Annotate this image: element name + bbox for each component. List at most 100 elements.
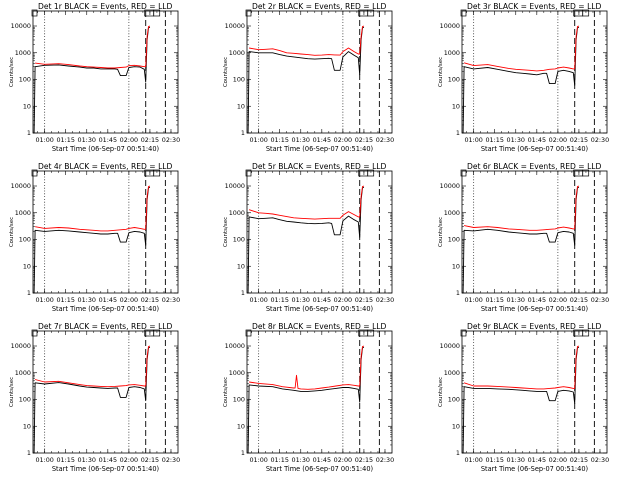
x-tick-label: 01:15 (485, 296, 503, 304)
x-tick-label: 01:15 (485, 456, 503, 464)
chart-title: Det 1r BLACK = Events, RED = LLD (38, 2, 173, 11)
series-line-red (249, 345, 365, 390)
x-tick-label: 02:30 (591, 296, 609, 304)
series-line-black (247, 186, 365, 294)
y-tick-label: 1 (27, 449, 31, 457)
x-tick-label: 01:00 (464, 136, 482, 144)
x-axis-label: Start Time (06-Sep-07 00:51:40) (481, 465, 588, 473)
x-tick-label: 02:15 (141, 456, 159, 464)
y-tick-label: 1000 (444, 209, 460, 217)
x-axis-label: Start Time (06-Sep-07 00:51:40) (52, 305, 159, 313)
y-axis-label: Counts/sec (9, 217, 15, 247)
y-tick-label: 1000 (229, 209, 245, 217)
chart-title: Det 4r BLACK = Events, RED = LLD (38, 162, 173, 171)
time-box-marker (153, 169, 161, 177)
x-axis-label: Start Time (06-Sep-07 00:51:40) (481, 145, 588, 153)
x-axis-label: Start Time (06-Sep-07 00:51:40) (266, 465, 373, 473)
x-tick-label: 02:15 (355, 456, 373, 464)
x-tick-label: 01:00 (249, 296, 267, 304)
y-tick-label: 10 (23, 262, 31, 270)
y-tick-label: 100 (19, 236, 31, 244)
x-tick-label: 01:15 (56, 136, 74, 144)
y-tick-label: 1 (241, 289, 245, 297)
y-tick-label: 1000 (15, 49, 31, 57)
series-line-black (247, 26, 365, 134)
x-axis-label: Start Time (06-Sep-07 00:51:40) (52, 145, 159, 153)
x-tick-label: 01:45 (528, 136, 546, 144)
plot-frame (32, 10, 179, 134)
chart-title: Det 6r BLACK = Events, RED = LLD (467, 162, 602, 171)
y-tick-label: 10000 (11, 182, 31, 190)
x-tick-label: 01:15 (270, 456, 288, 464)
y-tick-label: 10000 (11, 22, 31, 30)
y-tick-label: 100 (233, 236, 245, 244)
start-box-marker (245, 329, 252, 337)
x-tick-label: 02:30 (376, 456, 394, 464)
series-line-red (249, 25, 365, 56)
series-line-black (33, 26, 151, 134)
series-line-black (247, 346, 365, 454)
y-tick-label: 1000 (444, 49, 460, 57)
series-line-red (248, 185, 365, 220)
plot-frame (461, 170, 608, 294)
x-axis-label: Start Time (06-Sep-07 00:51:40) (481, 305, 588, 313)
x-tick-label: 02:00 (120, 456, 138, 464)
x-tick-label: 01:45 (313, 456, 331, 464)
x-tick-label: 01:30 (292, 296, 310, 304)
time-box-marker (153, 329, 161, 337)
x-tick-label: 01:30 (78, 136, 96, 144)
chart-title: Det 5r BLACK = Events, RED = LLD (252, 162, 387, 171)
x-axis-label: Start Time (06-Sep-07 00:51:40) (266, 145, 373, 153)
time-box-marker (367, 329, 375, 337)
series-line-red (463, 25, 580, 72)
y-tick-label: 100 (448, 76, 460, 84)
y-tick-label: 10000 (440, 342, 460, 350)
chart-panel-3: Det 3r BLACK = Events, RED = LLD Counts/s… (438, 2, 609, 153)
series-line-red (34, 345, 151, 388)
y-tick-label: 1000 (15, 209, 31, 217)
y-tick-label: 1000 (229, 369, 245, 377)
x-tick-label: 01:15 (270, 296, 288, 304)
y-tick-label: 10000 (225, 22, 245, 30)
x-tick-label: 01:00 (35, 136, 53, 144)
y-tick-label: 1 (456, 449, 460, 457)
chart-panel-6: Det 6r BLACK = Events, RED = LLD Counts/s… (438, 162, 609, 313)
plot-frame (32, 170, 179, 294)
series-line-black (462, 346, 580, 454)
chart-title: Det 8r BLACK = Events, RED = LLD (252, 322, 387, 331)
y-tick-label: 1 (241, 449, 245, 457)
x-tick-label: 01:45 (99, 456, 117, 464)
time-box-marker (582, 329, 590, 337)
x-tick-label: 02:30 (162, 136, 180, 144)
x-tick-label: 01:45 (313, 296, 331, 304)
series-line-black (33, 346, 151, 454)
x-tick-label: 01:15 (56, 296, 74, 304)
chart-panel-2: Det 2r BLACK = Events, RED = LLD Counts/s… (223, 2, 394, 153)
series-line-red (35, 25, 151, 69)
x-tick-label: 01:30 (292, 456, 310, 464)
time-box-marker (582, 169, 590, 177)
time-box-marker (367, 9, 375, 17)
y-tick-label: 10000 (225, 182, 245, 190)
x-tick-label: 02:30 (591, 136, 609, 144)
plot-frame (246, 170, 393, 294)
x-tick-label: 01:45 (528, 296, 546, 304)
plot-frame (461, 10, 608, 134)
x-tick-label: 02:00 (334, 296, 352, 304)
x-tick-label: 01:45 (99, 296, 117, 304)
series-line-red (463, 345, 580, 390)
x-tick-label: 01:30 (78, 456, 96, 464)
x-tick-label: 02:00 (549, 456, 567, 464)
x-tick-label: 02:30 (162, 296, 180, 304)
y-tick-label: 10 (452, 102, 460, 110)
y-axis-label: Counts/sec (438, 57, 444, 87)
x-tick-label: 02:00 (120, 136, 138, 144)
y-tick-label: 1 (27, 289, 31, 297)
y-axis-label: Counts/sec (223, 217, 229, 247)
x-tick-label: 01:15 (56, 456, 74, 464)
y-axis-label: Counts/sec (223, 57, 229, 87)
y-tick-label: 1 (456, 129, 460, 137)
chart-panel-8: Det 8r BLACK = Events, RED = LLD Counts/s… (223, 322, 394, 473)
x-tick-label: 01:15 (270, 136, 288, 144)
